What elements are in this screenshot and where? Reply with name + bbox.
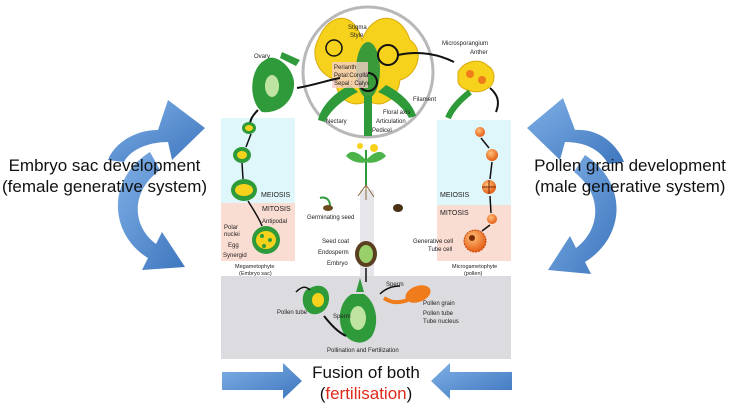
straight-arrow-right xyxy=(431,363,512,399)
fusion-label: Fusion of both (fertilisation) xyxy=(286,362,446,404)
label-egg: Egg xyxy=(228,243,239,249)
label-microsporangium: Microsporangium xyxy=(442,41,488,47)
label-tube-nucleus: Tube nucleus xyxy=(423,319,459,325)
label-germinating-seed: Germinating seed xyxy=(307,215,354,221)
fertilization-title: Pollination and Fertilization xyxy=(327,348,399,354)
curved-arrow-left xyxy=(108,100,205,270)
female-mitosis-label: MITOSIS xyxy=(262,206,291,213)
curved-arrow-right xyxy=(527,98,624,274)
fusion-label-line1: Fusion of both xyxy=(312,363,420,382)
label-sperm-left: Sperm xyxy=(333,314,351,320)
label-tube-cell: Tube cell xyxy=(428,247,452,253)
label-megagametophyte-2: (Embryo sac) xyxy=(239,271,272,277)
fusion-open-paren: ( xyxy=(319,384,326,403)
female-label-line1: Embryo sac development xyxy=(8,156,201,175)
label-ovary: Ovary xyxy=(254,54,270,60)
ovary-illustration xyxy=(249,52,341,126)
fertilisation-highlight: fertilisation xyxy=(325,384,407,403)
label-filament: Filament xyxy=(413,97,436,103)
label-perianth: Perianth xyxy=(334,65,356,71)
straight-arrow-left xyxy=(222,363,302,399)
fusion-label-line2: (fertilisation) xyxy=(286,383,446,404)
label-microgametophyte-2: (pollen) xyxy=(464,271,483,277)
label-articulation: Articulation xyxy=(376,119,406,125)
label-megagametophyte-1: Megametophyte xyxy=(235,264,274,270)
label-sperm-right: Sperm xyxy=(386,282,404,288)
female-development-label: Embryo sac development (female generativ… xyxy=(2,155,207,197)
label-pedicel: Pedicel xyxy=(372,128,392,134)
label-floral-axis: Floral axis xyxy=(383,110,410,116)
label-petal-corolla: Petal:Corolla xyxy=(334,73,369,79)
male-stages xyxy=(463,127,498,253)
label-synergid: Synergid xyxy=(223,253,247,259)
label-seed-coat: Seed coat xyxy=(322,239,349,245)
label-pollen-grain: Pollen grain xyxy=(423,301,455,307)
male-meiosis-panel xyxy=(437,120,511,205)
label-pollen-tube-right: Pollen tube xyxy=(423,311,454,317)
male-label-line2: (male generative system) xyxy=(534,177,726,196)
label-sepal-calyx: Sepal : Calyx xyxy=(334,81,369,87)
label-antipodal: Antipodal xyxy=(262,219,287,225)
label-nectary: Nectary xyxy=(326,119,347,125)
label-anther: Anther xyxy=(470,50,488,56)
label-endosperm: Endosperm xyxy=(318,250,349,256)
fusion-close-paren: ) xyxy=(406,384,413,403)
perianth-box xyxy=(332,62,368,88)
fertilization-illustration xyxy=(295,278,431,343)
label-pollen-tube-left: Pollen tube xyxy=(277,310,308,316)
label-microgametophyte-1: Microgametophyte xyxy=(452,264,497,270)
female-meiosis-label: MEIOSIS xyxy=(261,192,291,199)
label-stigma: Stigma xyxy=(348,25,367,31)
seedling-illustration xyxy=(319,143,403,282)
label-generative-cell: Generative cell xyxy=(413,239,453,245)
female-stages xyxy=(231,122,280,254)
label-polar-nuclei-1: Polar xyxy=(224,225,238,231)
label-style: Style xyxy=(350,33,364,39)
anther-illustration xyxy=(397,52,499,120)
male-label-line1: Pollen grain development xyxy=(534,156,726,175)
male-meiosis-label: MEIOSIS xyxy=(440,192,470,199)
male-development-label: Pollen grain development (male generativ… xyxy=(528,155,732,197)
male-mitosis-label: MITOSIS xyxy=(440,210,469,217)
label-polar-nuclei-2: nuclei xyxy=(224,232,240,238)
label-embryo: Embryo xyxy=(327,261,348,267)
female-label-line2: (female generative system) xyxy=(2,177,208,196)
